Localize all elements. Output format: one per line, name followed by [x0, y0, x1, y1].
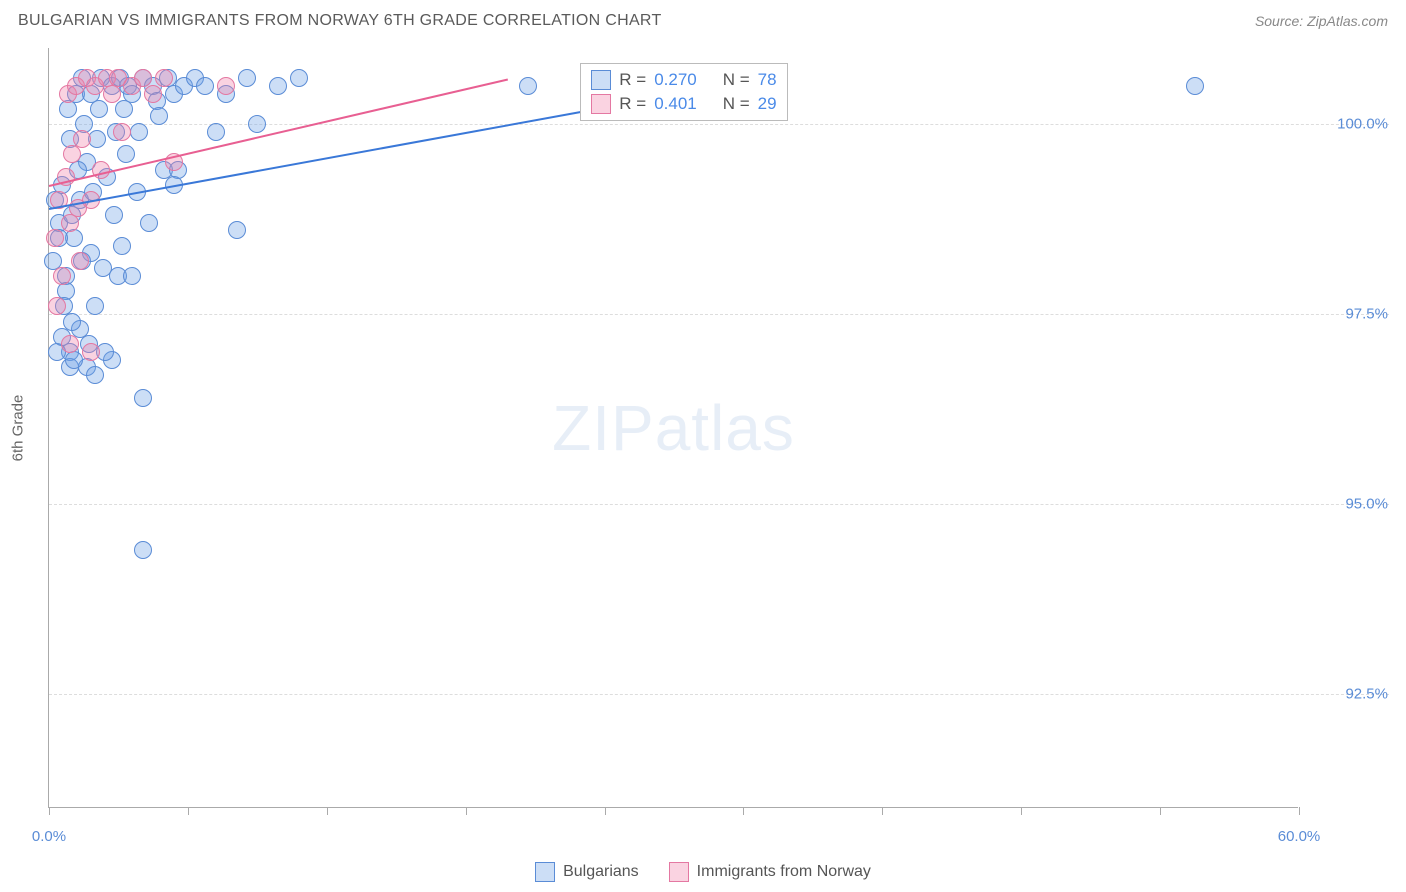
chart-source: Source: ZipAtlas.com [1255, 13, 1388, 29]
data-point [73, 130, 91, 148]
y-tick-label: 97.5% [1308, 306, 1388, 323]
legend-label: Bulgarians [563, 863, 639, 881]
data-point [105, 206, 123, 224]
data-point [115, 100, 133, 118]
watermark: ZIPatlas [552, 391, 795, 465]
x-tick [466, 807, 467, 815]
x-tick [1160, 807, 1161, 815]
stat-n-value: 29 [758, 94, 777, 114]
x-tick-label: 60.0% [1278, 828, 1321, 845]
data-point [130, 123, 148, 141]
data-point [248, 115, 266, 133]
y-tick-label: 92.5% [1308, 686, 1388, 703]
data-point [155, 69, 173, 87]
x-tick [188, 807, 189, 815]
x-tick [743, 807, 744, 815]
stat-n-label: N = [723, 70, 750, 90]
data-point [71, 252, 89, 270]
data-point [113, 237, 131, 255]
data-point [63, 145, 81, 163]
watermark-zip: ZIP [552, 392, 655, 464]
source-prefix: Source: [1255, 13, 1307, 29]
data-point [1186, 77, 1204, 95]
x-tick [49, 807, 50, 815]
stat-r-value: 0.401 [654, 94, 697, 114]
data-point [86, 366, 104, 384]
data-point [196, 77, 214, 95]
legend-swatch [535, 862, 555, 882]
data-point [90, 100, 108, 118]
data-point [228, 221, 246, 239]
y-tick-label: 100.0% [1308, 116, 1388, 133]
gridline [49, 694, 1389, 695]
stats-row: R = 0.401 N = 29 [591, 92, 776, 116]
x-tick [882, 807, 883, 815]
x-tick [1299, 807, 1300, 815]
data-point [53, 267, 71, 285]
data-point [134, 541, 152, 559]
chart-header: BULGARIAN VS IMMIGRANTS FROM NORWAY 6TH … [0, 0, 1406, 38]
data-point [269, 77, 287, 95]
data-point [113, 123, 131, 141]
data-point [117, 145, 135, 163]
x-tick [327, 807, 328, 815]
stat-r-label: R = [619, 70, 646, 90]
data-point [217, 77, 235, 95]
stats-swatch [591, 70, 611, 90]
stat-r-label: R = [619, 94, 646, 114]
stats-row: R = 0.270 N = 78 [591, 68, 776, 92]
x-tick-label: 0.0% [32, 828, 66, 845]
stat-r-value: 0.270 [654, 70, 697, 90]
stats-swatch [591, 94, 611, 114]
data-point [140, 214, 158, 232]
data-point [63, 313, 81, 331]
x-tick [1021, 807, 1022, 815]
data-point [150, 107, 168, 125]
legend: Bulgarians Immigrants from Norway [0, 862, 1406, 882]
legend-label: Immigrants from Norway [697, 863, 871, 881]
data-point [519, 77, 537, 95]
gridline [49, 504, 1389, 505]
chart-area: 6th Grade ZIPatlas 92.5%95.0%97.5%100.0%… [48, 48, 1388, 808]
stats-box: R = 0.270 N = 78 R = 0.401 N = 29 [580, 63, 787, 121]
chart-title: BULGARIAN VS IMMIGRANTS FROM NORWAY 6TH … [18, 12, 662, 30]
data-point [86, 297, 104, 315]
data-point [207, 123, 225, 141]
plot-area: ZIPatlas 92.5%95.0%97.5%100.0%0.0%60.0%R… [48, 48, 1298, 808]
data-point [123, 267, 141, 285]
data-point [46, 229, 64, 247]
y-tick-label: 95.0% [1308, 496, 1388, 513]
x-tick [605, 807, 606, 815]
legend-item: Bulgarians [535, 862, 639, 882]
data-point [82, 343, 100, 361]
gridline [49, 314, 1389, 315]
data-point [48, 297, 66, 315]
legend-swatch [669, 862, 689, 882]
legend-item: Immigrants from Norway [669, 862, 871, 882]
watermark-atlas: atlas [655, 392, 795, 464]
data-point [144, 85, 162, 103]
stat-n-label: N = [723, 94, 750, 114]
y-axis-label: 6th Grade [10, 395, 27, 462]
data-point [238, 69, 256, 87]
stat-n-value: 78 [758, 70, 777, 90]
data-point [61, 335, 79, 353]
data-point [134, 389, 152, 407]
source-name: ZipAtlas.com [1307, 13, 1388, 29]
data-point [290, 69, 308, 87]
